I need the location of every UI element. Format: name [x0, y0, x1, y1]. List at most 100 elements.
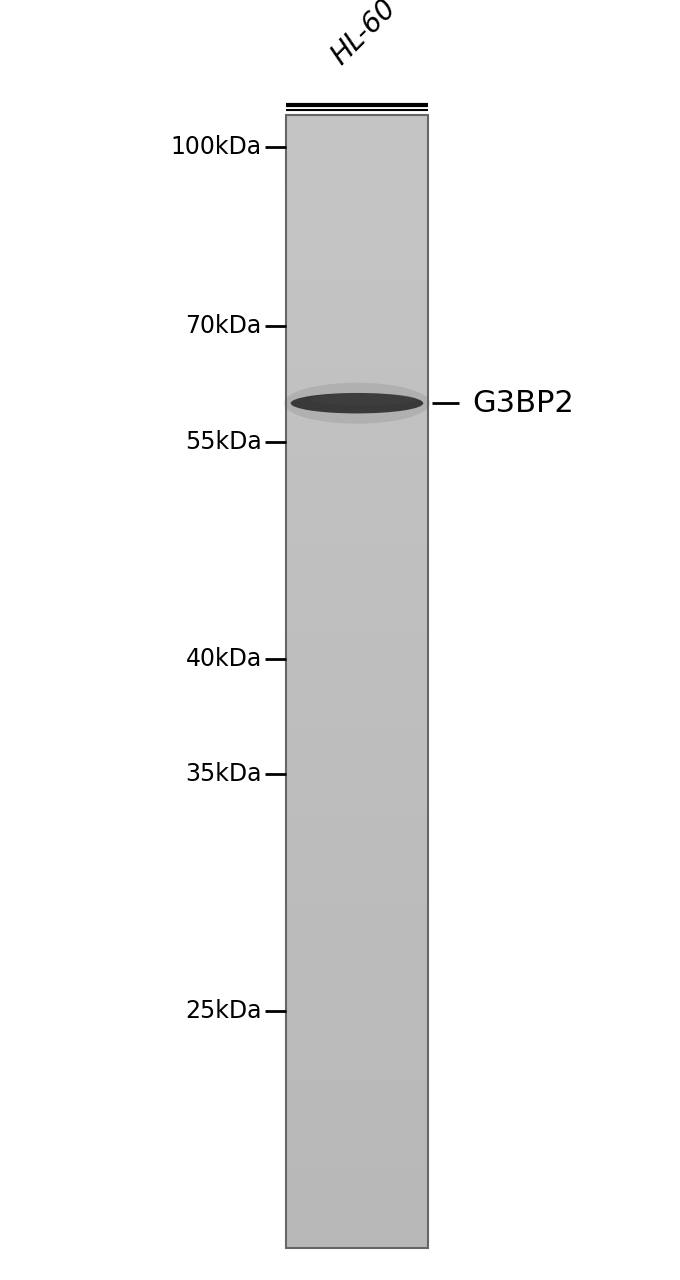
Bar	[286, 705, 428, 710]
Bar	[286, 663, 428, 667]
Bar	[286, 1207, 428, 1211]
Bar	[286, 462, 428, 466]
Bar	[286, 777, 428, 781]
Bar	[286, 397, 428, 401]
Bar	[286, 177, 428, 180]
Bar	[286, 296, 428, 300]
Bar	[286, 1235, 428, 1239]
Bar	[286, 471, 428, 475]
Bar	[286, 763, 428, 767]
Bar	[286, 649, 428, 653]
Bar	[286, 488, 428, 492]
Bar	[286, 641, 428, 645]
Bar	[286, 572, 428, 577]
Bar	[286, 242, 428, 246]
Bar	[286, 270, 428, 274]
Bar	[286, 454, 428, 458]
Bar	[286, 378, 428, 381]
Bar	[286, 417, 428, 421]
Bar	[286, 1153, 428, 1157]
Bar	[286, 493, 428, 498]
Bar	[286, 275, 428, 279]
Bar	[286, 924, 428, 928]
Bar	[286, 364, 428, 367]
Bar	[286, 1162, 428, 1166]
Bar	[286, 964, 428, 968]
Bar	[286, 497, 428, 500]
Bar	[286, 233, 428, 237]
Bar	[286, 788, 428, 792]
Bar	[286, 745, 428, 750]
Bar	[286, 941, 428, 945]
Bar	[286, 901, 428, 905]
Bar	[286, 1202, 428, 1206]
Bar	[286, 644, 428, 648]
Bar	[286, 570, 428, 573]
Bar	[286, 539, 428, 543]
Bar	[286, 140, 428, 143]
Bar	[286, 677, 428, 681]
Bar	[286, 236, 428, 239]
Bar	[286, 602, 428, 605]
Bar	[286, 371, 428, 376]
Bar	[286, 188, 428, 192]
Text: 70kDa: 70kDa	[186, 315, 262, 338]
Bar	[286, 301, 428, 305]
Bar	[286, 1184, 428, 1189]
Bar	[286, 604, 428, 608]
Bar	[286, 504, 428, 509]
Bar	[286, 434, 428, 438]
Bar	[286, 1083, 428, 1087]
Bar	[286, 511, 428, 515]
Bar	[286, 609, 428, 613]
Bar	[286, 445, 428, 449]
Bar	[286, 182, 428, 186]
Bar	[286, 896, 428, 900]
Bar	[286, 768, 428, 772]
Bar	[286, 1011, 428, 1016]
Bar	[286, 527, 428, 531]
Bar	[286, 882, 428, 886]
Bar	[286, 193, 428, 197]
Bar	[286, 1244, 428, 1248]
Bar	[286, 429, 428, 433]
Bar	[286, 415, 428, 419]
Bar	[286, 972, 428, 977]
Bar	[286, 1210, 428, 1213]
Bar	[286, 997, 428, 1002]
Bar	[286, 845, 428, 849]
Bar	[286, 1097, 428, 1101]
Bar	[286, 1076, 428, 1080]
Bar	[286, 992, 428, 996]
Bar	[286, 735, 428, 739]
Bar	[286, 451, 428, 454]
Bar	[286, 794, 428, 797]
Bar	[286, 1037, 428, 1041]
Bar	[286, 148, 428, 152]
Bar	[286, 1046, 428, 1050]
Bar	[286, 612, 428, 617]
Bar	[286, 975, 428, 979]
Bar	[286, 1085, 428, 1089]
Bar	[286, 586, 428, 591]
Bar	[286, 913, 428, 916]
Text: HL-60: HL-60	[326, 0, 402, 70]
Bar	[286, 1032, 428, 1036]
Bar	[286, 216, 428, 220]
Bar	[286, 385, 428, 390]
Bar	[286, 1043, 428, 1047]
Bar	[286, 479, 428, 484]
Bar	[286, 1055, 428, 1059]
Bar	[286, 125, 428, 129]
Bar	[286, 1062, 428, 1066]
Bar	[286, 116, 428, 120]
Bar	[286, 1023, 428, 1027]
Bar	[286, 324, 428, 328]
Bar	[286, 838, 428, 844]
Bar	[286, 202, 428, 206]
Bar	[286, 680, 428, 685]
Bar	[286, 123, 428, 127]
Bar	[286, 1167, 428, 1171]
Bar	[286, 1216, 428, 1220]
Bar	[286, 137, 428, 141]
